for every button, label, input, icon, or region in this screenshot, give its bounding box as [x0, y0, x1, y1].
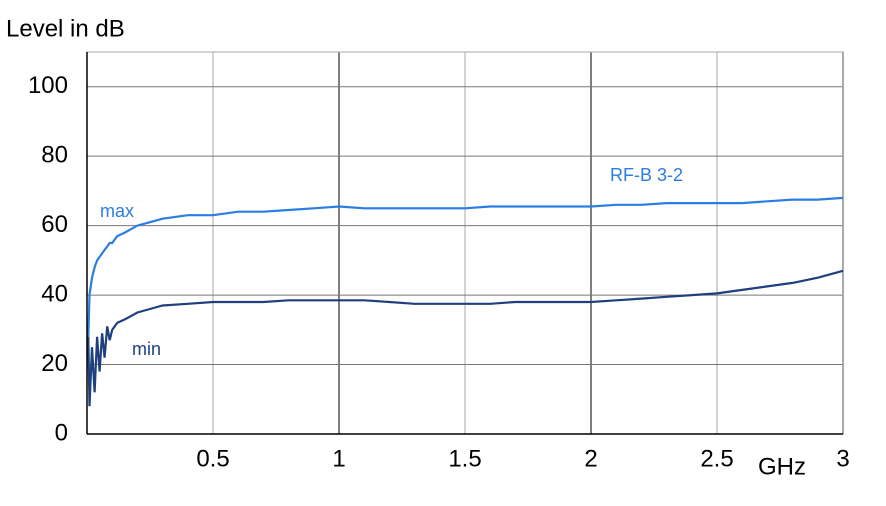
annotation: RF-B 3-2: [610, 165, 683, 185]
y-tick-label: 0: [55, 419, 68, 446]
x-tick-label: 2: [584, 445, 597, 472]
y-tick-label: 60: [41, 211, 68, 238]
x-tick-label: 1: [332, 445, 345, 472]
y-tick-label: 20: [41, 350, 68, 377]
y-tick-label: 40: [41, 280, 68, 307]
series-line: [87, 269, 844, 407]
y-tick-label: 100: [28, 72, 68, 99]
series-label: min: [132, 339, 161, 359]
x-tick-label: 1.5: [448, 445, 481, 472]
x-tick-label: 0.5: [196, 445, 229, 472]
y-axis-label: Level in dB: [6, 15, 125, 42]
y-tick-label: 80: [41, 142, 68, 169]
x-tick-label: 3: [836, 445, 849, 472]
x-tick-label: 2.5: [700, 445, 733, 472]
series-label: max: [100, 201, 134, 221]
series-line: [87, 196, 844, 337]
x-axis-label: GHz: [758, 453, 806, 480]
